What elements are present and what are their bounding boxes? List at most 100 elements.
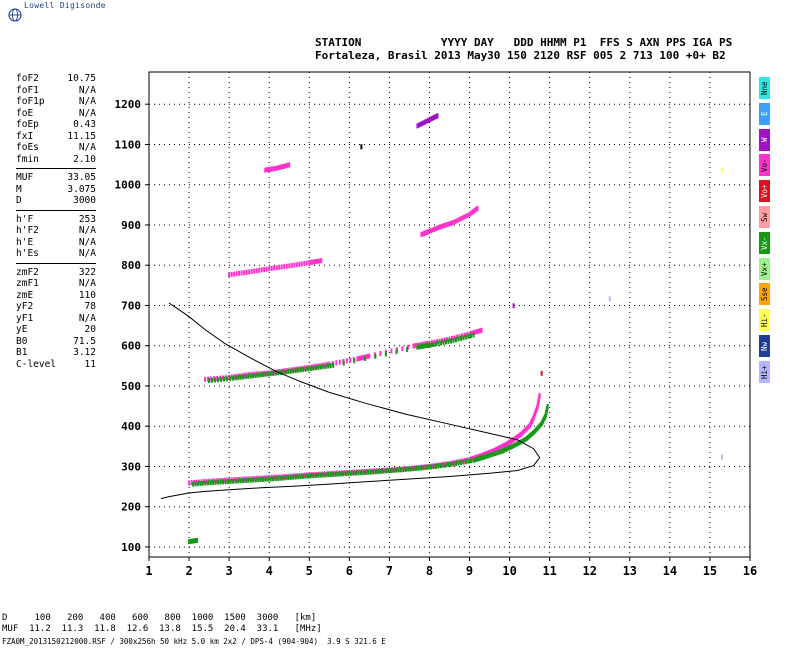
echo-mark <box>435 113 438 119</box>
param-row: yE 20 <box>16 324 96 335</box>
param-row: foF2 10.75 <box>16 73 96 84</box>
echo-mark <box>204 480 207 486</box>
echo-mark <box>452 219 455 225</box>
echo-mark <box>188 539 191 545</box>
param-name: foEp <box>16 119 39 130</box>
echo-mark <box>299 474 302 480</box>
echo-mark <box>527 434 530 440</box>
echo-mark <box>415 465 418 471</box>
echo-mark <box>230 374 233 380</box>
param-row: foEp 0.43 <box>16 119 96 130</box>
echo-mark <box>505 441 508 447</box>
echo-mark <box>398 466 401 472</box>
echo-mark <box>295 473 298 479</box>
echo-mark <box>239 478 242 484</box>
echo-mark <box>332 362 335 368</box>
legend-item: Vx+ <box>759 257 770 280</box>
param-row: B1 3.12 <box>16 347 96 358</box>
echo-mark <box>227 479 230 485</box>
echo-mark <box>299 367 302 373</box>
param-row: fmin 2.10 <box>16 154 96 165</box>
echo-mark <box>365 468 368 474</box>
echo-mark <box>363 468 366 474</box>
isolated-echo <box>608 296 611 302</box>
echo-mark <box>521 430 524 436</box>
echo-mark <box>440 223 443 229</box>
echo-mark <box>265 266 268 272</box>
echo-mark <box>207 376 210 382</box>
echo-mark <box>267 476 270 482</box>
echo-mark <box>303 260 306 266</box>
echo-mark <box>424 464 427 470</box>
x-tick-label: 11 <box>542 564 556 578</box>
echo-mark <box>526 435 529 441</box>
echo-mark <box>195 479 198 485</box>
echo-mark <box>438 224 441 230</box>
param-value: 71.5 <box>73 335 96 347</box>
echo-mark <box>537 424 540 430</box>
echo-mark <box>420 232 423 238</box>
echo-mark <box>383 467 386 473</box>
legend-item: Hi+ <box>759 360 770 383</box>
header-line2: Fortaleza, Brasil 2013 May30 150 2120 RS… <box>315 49 726 62</box>
param-value: 0.43 <box>73 119 96 130</box>
echo-mark <box>285 263 288 269</box>
echo-mark <box>263 370 266 376</box>
param-row: M 3.075 <box>16 184 96 195</box>
echo-mark <box>480 455 483 461</box>
echo-mark <box>468 331 471 337</box>
echo-mark <box>193 479 196 485</box>
legend-label: Hi+ <box>760 365 769 379</box>
echo-mark <box>429 116 432 122</box>
param-name: zmF2 <box>16 266 39 278</box>
echo-mark <box>477 456 480 462</box>
echo-mark <box>446 221 449 227</box>
echo-mark <box>456 334 459 340</box>
echo-mark <box>308 260 311 266</box>
echo-mark <box>298 261 301 267</box>
echo-mark <box>439 463 442 469</box>
echo-mark <box>344 471 347 477</box>
echo-mark <box>357 470 360 476</box>
echo-mark <box>404 466 407 472</box>
echo-mark <box>270 166 273 172</box>
echo-mark <box>288 367 291 373</box>
echo-mark <box>230 271 233 277</box>
echo-mark <box>450 338 453 344</box>
echo-mark <box>420 121 423 127</box>
echo-mark <box>461 333 464 339</box>
legend-label: Hi- <box>760 313 769 327</box>
echo-mark <box>471 455 474 461</box>
echo-mark <box>247 373 250 379</box>
echo-mark <box>511 437 514 443</box>
echo-mark <box>260 371 263 377</box>
echo-mark <box>472 457 475 463</box>
echo-mark <box>431 227 434 233</box>
param-value: 322 <box>78 266 96 278</box>
echo-mark <box>525 426 528 432</box>
echo-mark <box>311 259 314 265</box>
param-name: h'F2 <box>16 225 39 236</box>
echo-mark <box>388 467 391 473</box>
echo-mark <box>279 369 282 375</box>
echo-mark <box>424 343 427 349</box>
echo-mark <box>435 462 438 468</box>
echo-mark <box>416 123 419 129</box>
echo-mark <box>213 376 216 382</box>
echo-mark <box>305 365 308 371</box>
echo-mark <box>279 475 282 481</box>
echo-mark <box>237 375 240 381</box>
echo-mark <box>282 369 285 375</box>
echo-mark <box>378 468 381 474</box>
echo-mark <box>229 375 232 381</box>
echo-mark <box>263 475 266 481</box>
echo-mark <box>257 477 260 483</box>
param-value: 2.10 <box>73 153 96 165</box>
echo-mark <box>270 370 273 376</box>
echo-mark <box>312 473 315 479</box>
echo-mark <box>507 440 510 446</box>
echo-mark <box>338 359 341 365</box>
echo-mark <box>200 479 203 485</box>
echo-mark <box>360 469 363 475</box>
echo-mark <box>516 434 519 440</box>
